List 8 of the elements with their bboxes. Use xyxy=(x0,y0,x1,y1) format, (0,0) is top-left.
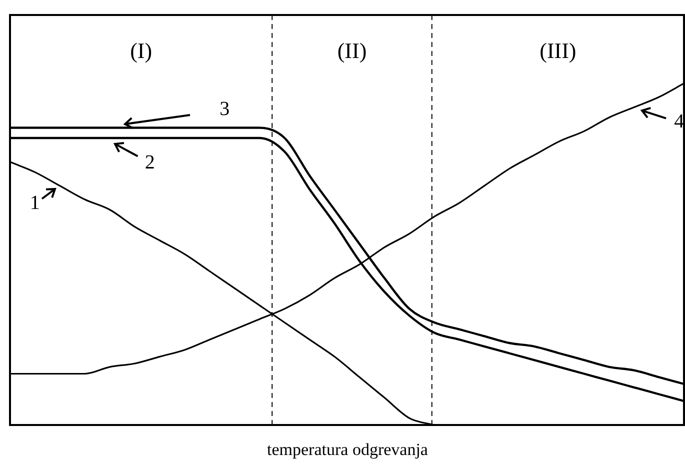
text: (III) xyxy=(540,38,576,63)
x-axis-title: temperatura odgrevanja xyxy=(266,440,429,460)
legend-label: 4 xyxy=(674,110,684,132)
legend-label: 3 xyxy=(220,98,230,120)
series-label: 1 xyxy=(30,192,40,214)
legend-label: 2 xyxy=(144,151,155,174)
text: (I) xyxy=(130,38,152,63)
text: (II) xyxy=(337,38,367,63)
